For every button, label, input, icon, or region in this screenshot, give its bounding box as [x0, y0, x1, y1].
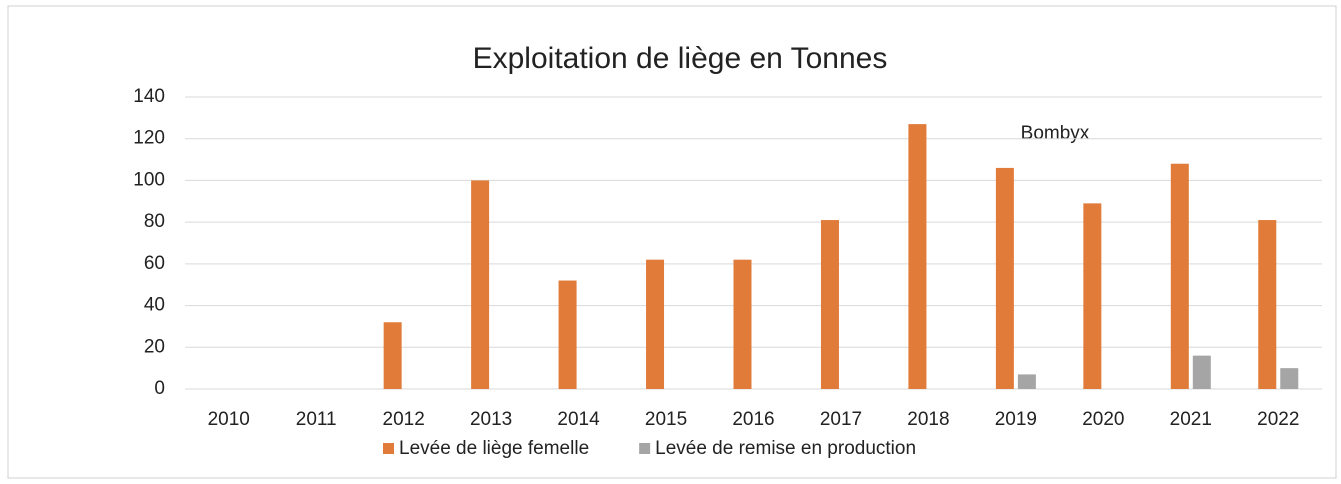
bar — [383, 322, 402, 389]
x-tick-label: 2011 — [296, 409, 337, 430]
bar — [558, 280, 577, 389]
y-tick-label: 60 — [144, 253, 165, 274]
bar — [908, 124, 927, 389]
legend-swatch — [383, 443, 394, 454]
bar — [646, 259, 665, 389]
bar — [1192, 355, 1211, 389]
bar — [995, 167, 1014, 389]
bar — [471, 180, 490, 389]
annotation: Bombyx — [1021, 123, 1090, 144]
x-tick-label: 2017 — [820, 409, 862, 430]
bar — [1280, 368, 1299, 389]
bar — [1083, 203, 1102, 389]
x-tick-label: 2016 — [732, 409, 774, 430]
x-tick-label: 2019 — [995, 409, 1037, 430]
x-tick-label: 2018 — [907, 409, 949, 430]
bar — [1017, 374, 1036, 389]
y-tick-label: 0 — [154, 378, 165, 399]
x-tick-label: 2022 — [1257, 409, 1299, 430]
x-tick-label: 2020 — [1082, 409, 1124, 430]
x-tick-label: 2013 — [470, 409, 512, 430]
y-tick-label: 80 — [144, 211, 165, 232]
y-tick-label: 40 — [144, 295, 165, 316]
x-tick-label: 2021 — [1170, 409, 1212, 430]
legend-swatch — [639, 443, 651, 454]
chart-border — [7, 5, 1337, 479]
chart-title: Exploitation de liège en Tonnes — [473, 42, 888, 75]
x-tick-label: 2012 — [383, 409, 425, 430]
legend-label: Levée de remise en production — [655, 438, 916, 459]
legend-label: Levée de liège femelle — [399, 438, 589, 459]
bar — [820, 220, 839, 389]
bar — [1170, 163, 1189, 389]
x-tick-label: 2014 — [557, 409, 600, 430]
y-tick-label: 20 — [144, 336, 165, 357]
x-tick-label: 2010 — [208, 409, 250, 430]
bar — [1258, 220, 1277, 389]
y-tick-label: 100 — [133, 169, 165, 190]
x-tick-label: 2015 — [645, 409, 687, 430]
bar — [733, 259, 752, 389]
y-tick-label: 140 — [133, 86, 165, 107]
y-tick-label: 120 — [133, 128, 165, 149]
